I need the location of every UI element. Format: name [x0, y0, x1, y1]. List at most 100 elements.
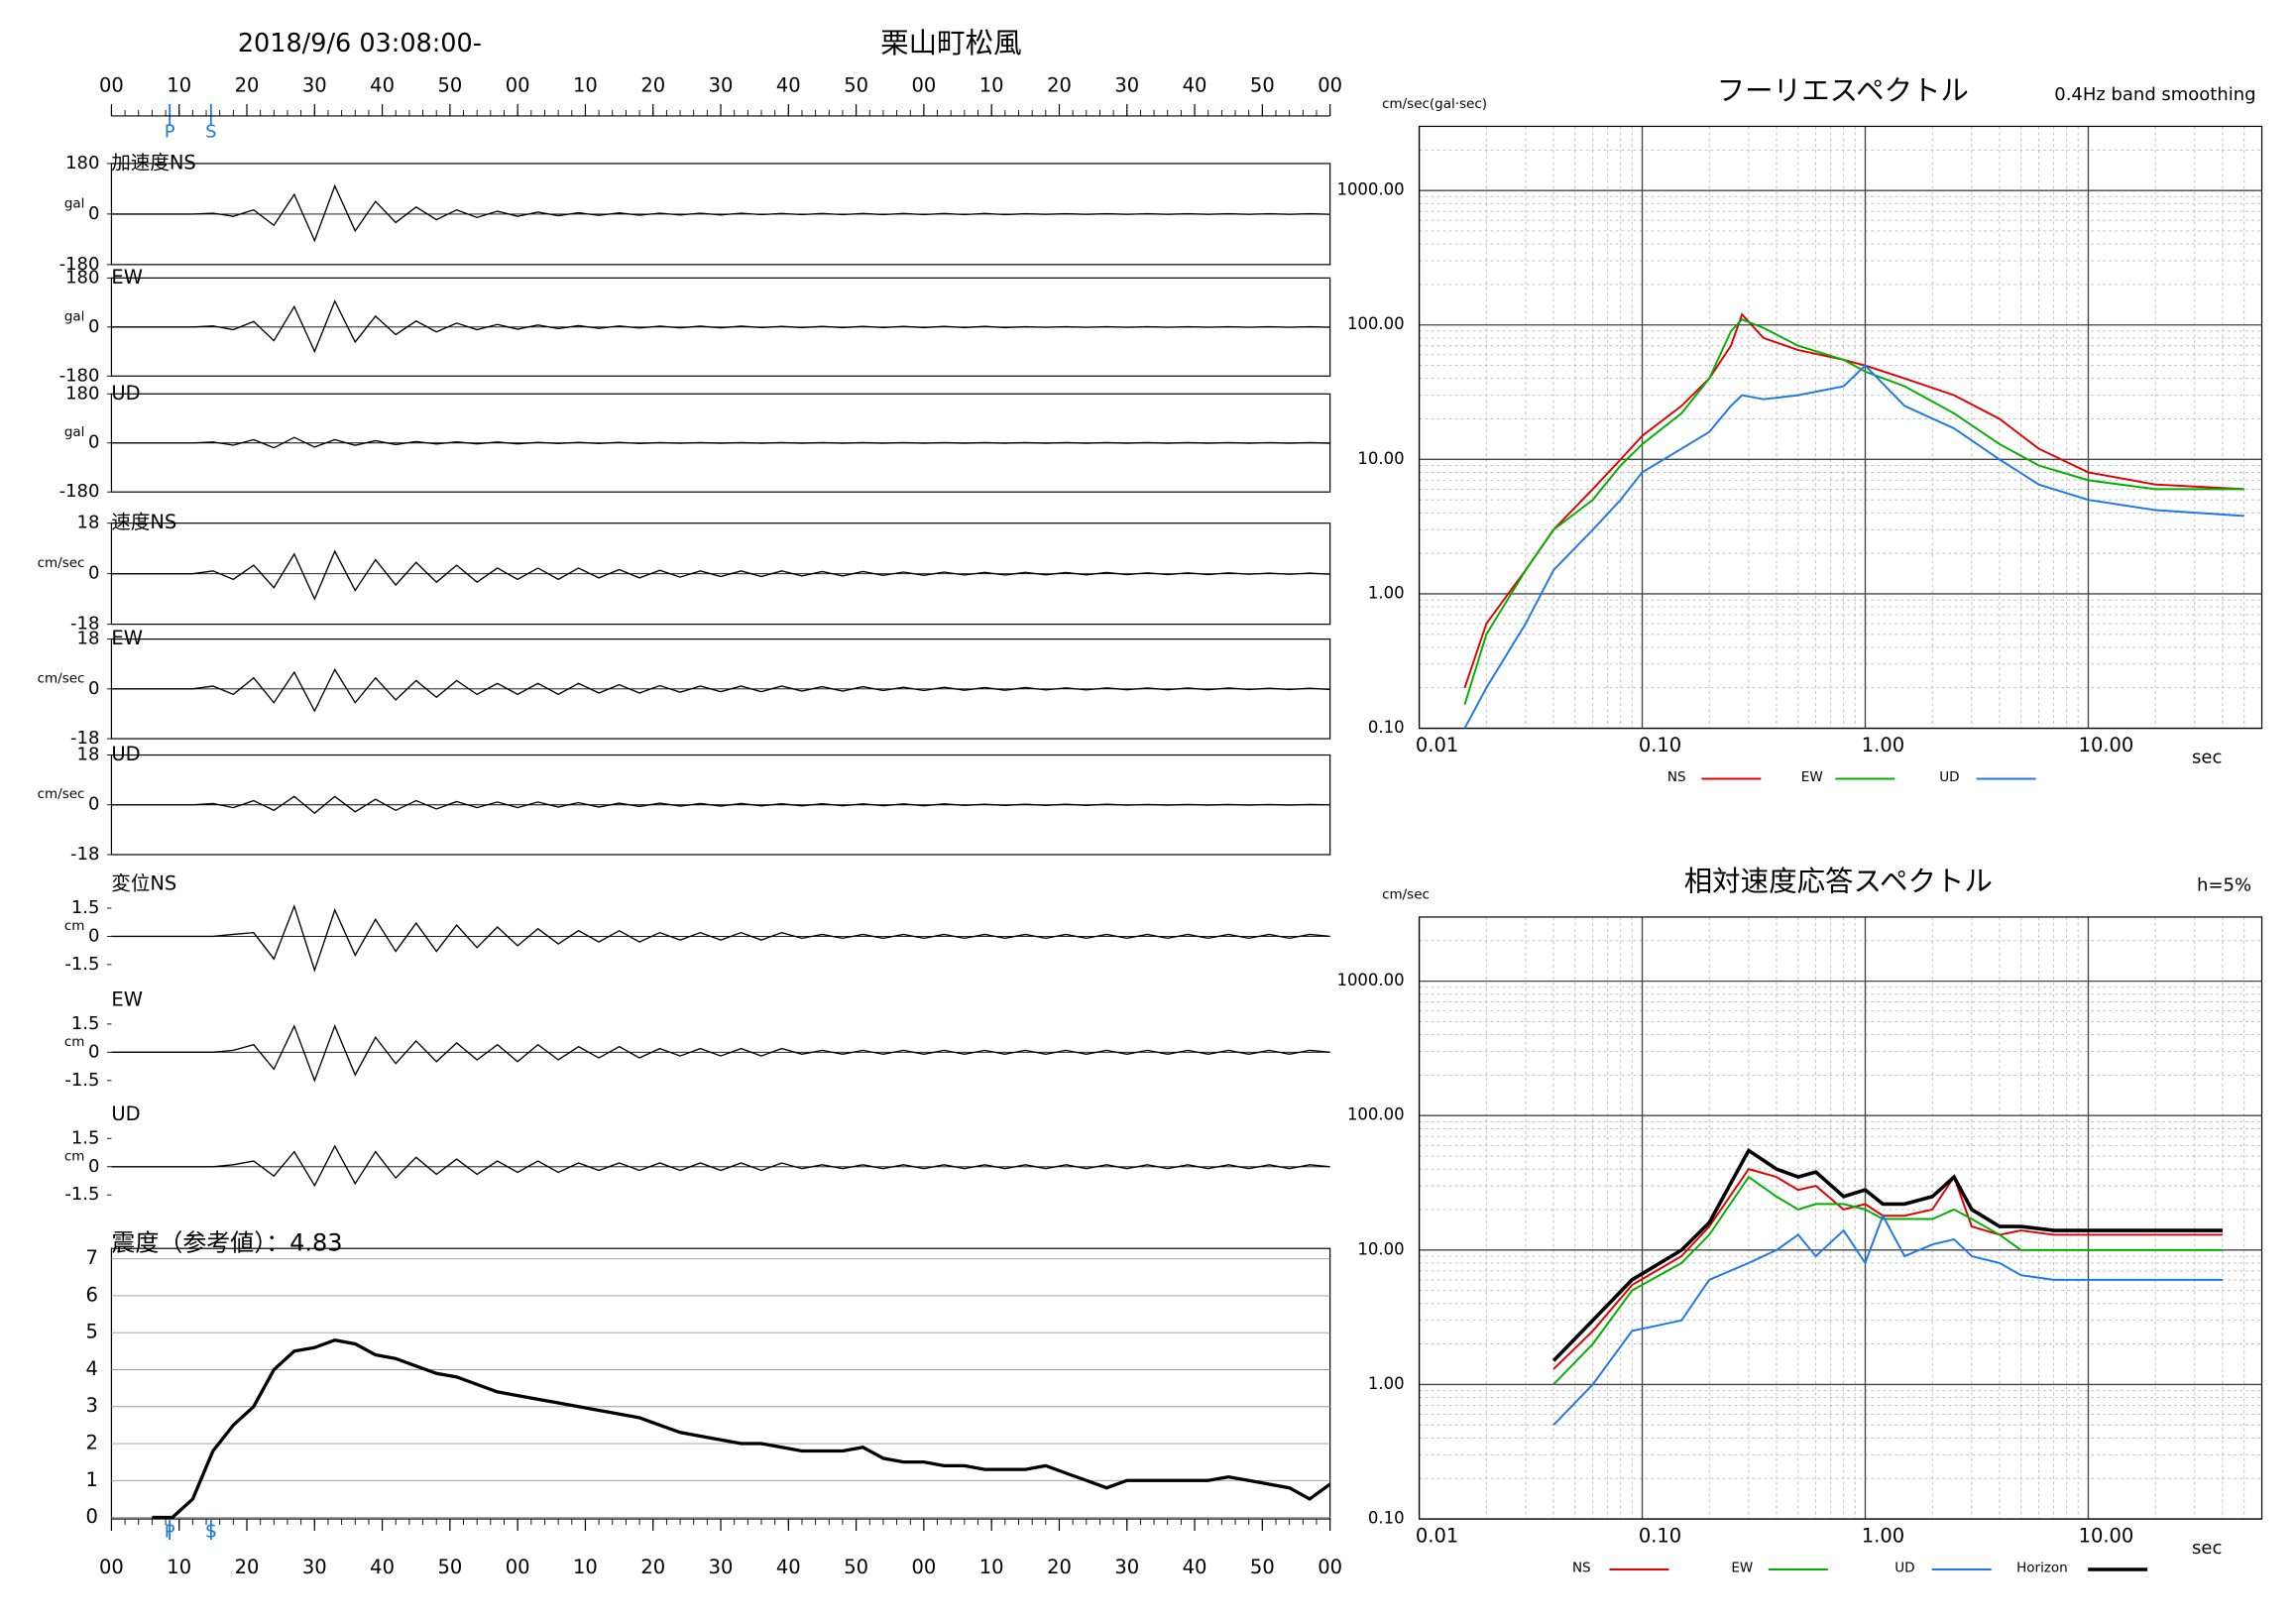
- intensity-frame: [110, 1247, 1331, 1520]
- y-tick-label: -18: [70, 614, 99, 635]
- y-tick-label: 1000.00: [1336, 180, 1404, 199]
- x-tick-label: 40: [1183, 73, 1207, 96]
- y-tick-label: 3: [86, 1394, 98, 1417]
- spectrum-line: [1463, 364, 2244, 729]
- waveform: [111, 436, 1330, 449]
- plot-frame: [1418, 125, 2263, 730]
- unit-label: gal: [64, 424, 85, 440]
- unit-label: gal: [64, 195, 85, 211]
- intensity-line: [152, 1338, 1331, 1520]
- x-tick-label: 1.00: [1862, 734, 1904, 756]
- response-xlabel: sec: [2192, 1538, 2222, 1559]
- x-tick-label: 20: [1047, 73, 1072, 96]
- y-tick-label: 1.5: [71, 1013, 100, 1034]
- spectrum-line: [1552, 1168, 2223, 1370]
- y-tick-label: 0: [88, 794, 99, 815]
- unit-label: cm/sec: [38, 670, 85, 686]
- y-tick-label: 1.5: [71, 897, 100, 918]
- y-tick-label: -180: [59, 254, 100, 275]
- x-tick-label: 40: [1183, 1556, 1207, 1578]
- x-tick-label: 20: [1047, 1556, 1072, 1578]
- x-tick-label: 0.01: [1416, 734, 1458, 756]
- y-tick-label: 0: [88, 563, 99, 584]
- y-tick-label: 0: [88, 925, 99, 946]
- y-tick-label: -18: [70, 728, 99, 749]
- x-tick-label: 10: [979, 1556, 1004, 1578]
- fourier-ylabel: cm/sec(gal·sec): [1382, 96, 1487, 112]
- spectrum-line: [1552, 1213, 2223, 1426]
- channel-name: EW: [111, 266, 143, 289]
- response-title: 相対速度応答スペクトル: [1684, 865, 1993, 897]
- fourier-subtitle: 0.4Hz band smoothing: [2054, 84, 2255, 105]
- y-tick-label: 180: [65, 383, 99, 404]
- channel-name: 加速度NS: [111, 151, 195, 174]
- channel-name: 変位NS: [111, 871, 176, 894]
- x-tick-label: 50: [437, 1556, 462, 1578]
- waveform: [111, 183, 1330, 243]
- spectrum-line: [1463, 312, 2244, 689]
- channel-name: UD: [111, 1102, 140, 1125]
- legend-label: Horizon: [2016, 1561, 2068, 1576]
- x-tick-label: 00: [1318, 73, 1342, 96]
- x-tick-label: 30: [1114, 73, 1139, 96]
- channel-name: 速度NS: [111, 511, 176, 533]
- y-tick-label: 6: [86, 1283, 98, 1306]
- spectrum-line: [1552, 1175, 2223, 1386]
- phase-label: P: [165, 121, 175, 142]
- phase-label: P: [165, 1522, 175, 1543]
- x-tick-label: 10.00: [2079, 734, 2134, 756]
- spectrum-line: [1463, 318, 2244, 706]
- x-tick-label: 30: [709, 1556, 734, 1578]
- waveform: [111, 549, 1330, 601]
- y-tick-label: 180: [65, 153, 99, 174]
- x-tick-label: 30: [302, 73, 327, 96]
- x-tick-label: 10: [979, 73, 1004, 96]
- phase-label: S: [205, 121, 216, 142]
- y-tick-label: 1: [86, 1468, 98, 1491]
- x-tick-label: 00: [912, 1556, 937, 1578]
- x-tick-label: 1.00: [1862, 1525, 1904, 1548]
- waveform: [111, 667, 1330, 713]
- y-tick-label: 10.00: [1357, 1239, 1404, 1258]
- y-tick-label: 0: [88, 316, 99, 337]
- waveform: [111, 299, 1330, 354]
- y-tick-label: 1000.00: [1336, 971, 1404, 989]
- record-time: 2018/9/6 03:08:00-: [238, 29, 482, 58]
- legend-label: NS: [1667, 769, 1686, 785]
- x-tick-label: 0.10: [1639, 734, 1681, 756]
- x-tick-label: 30: [1114, 1556, 1139, 1578]
- y-tick-label: 100.00: [1347, 1105, 1405, 1124]
- x-tick-label: 40: [370, 1556, 395, 1578]
- legend-label: UD: [1939, 769, 1959, 785]
- waveform: [111, 903, 1330, 973]
- y-tick-label: 100.00: [1347, 314, 1405, 333]
- x-tick-label: 10.00: [2079, 1525, 2134, 1548]
- y-tick-label: 2: [86, 1432, 98, 1454]
- legend-label: EW: [1801, 769, 1823, 785]
- x-tick-label: 30: [302, 1556, 327, 1578]
- y-tick-label: 4: [86, 1357, 98, 1380]
- y-tick-label: 0.10: [1368, 718, 1405, 737]
- y-tick-label: -180: [59, 481, 100, 502]
- x-tick-label: 0.10: [1639, 1525, 1681, 1548]
- channel-name: EW: [111, 987, 143, 1010]
- legend-label: UD: [1894, 1561, 1914, 1576]
- y-tick-label: -1.5: [64, 954, 99, 975]
- x-tick-label: 50: [437, 73, 462, 96]
- x-tick-label: 20: [235, 1556, 260, 1578]
- y-tick-label: 1.00: [1368, 1374, 1405, 1393]
- y-tick-label: -1.5: [64, 1184, 99, 1205]
- x-tick-label: 50: [1250, 1556, 1275, 1578]
- x-tick-label: 20: [235, 73, 260, 96]
- x-tick-label: 40: [776, 73, 801, 96]
- x-tick-label: 40: [370, 73, 395, 96]
- x-tick-label: 0.01: [1416, 1525, 1458, 1548]
- unit-label: cm: [64, 918, 85, 934]
- y-tick-label: 18: [77, 629, 100, 649]
- waveform: [111, 1023, 1330, 1083]
- y-tick-label: 18: [77, 745, 100, 765]
- x-tick-label: 50: [844, 1556, 868, 1578]
- unit-label: cm/sec: [38, 786, 85, 802]
- y-tick-label: 0: [88, 678, 99, 699]
